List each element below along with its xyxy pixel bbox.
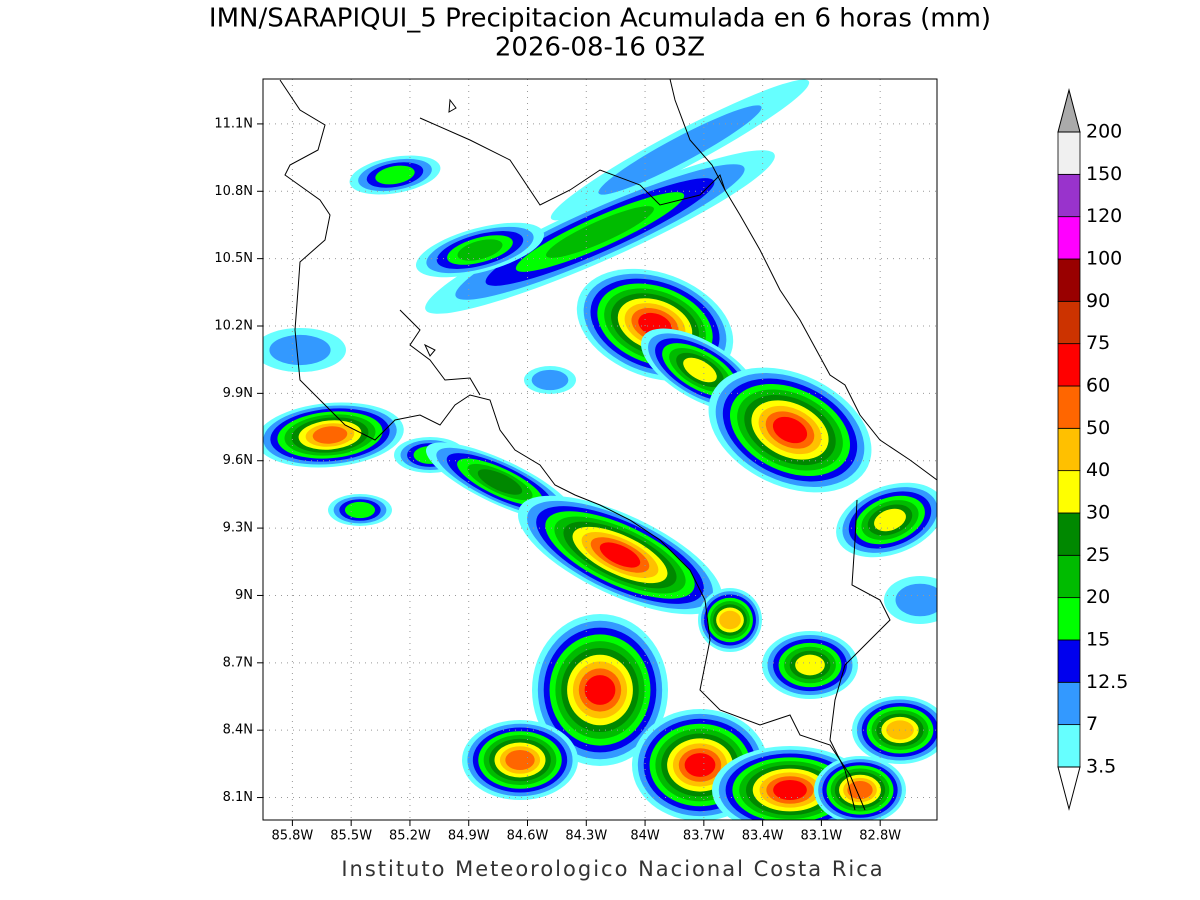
precip-contour (269, 334, 331, 366)
x-tick-label: 83.7W (683, 829, 725, 844)
colorbar-label: 100 (1086, 247, 1122, 269)
precip-contour (505, 750, 535, 770)
x-tick-label: 84.9W (448, 829, 490, 844)
colorbar-under (1057, 766, 1081, 811)
y-tick-label: 9.6N (223, 453, 253, 468)
x-tick-label: 82.8W (859, 829, 901, 844)
border (829, 499, 891, 811)
precip-contour (874, 508, 906, 532)
y-tick-label: 11.1N (214, 116, 253, 131)
y-tick-label: 10.5N (214, 251, 253, 266)
colorbar-label: 3.5 (1086, 755, 1116, 777)
border (419, 117, 726, 206)
coastline (399, 309, 481, 396)
x-tick-label: 84.3W (565, 829, 607, 844)
precip-contour (312, 426, 348, 444)
colorbar-segment (1057, 470, 1081, 514)
colorbar-label: 15 (1086, 628, 1110, 650)
coastlines (279, 79, 937, 811)
colorbar-segment (1057, 216, 1081, 260)
precip-contour (584, 675, 616, 705)
colorbar-label: 75 (1086, 332, 1110, 354)
x-tick-label: 83.4W (742, 829, 784, 844)
colorbar-segment (1057, 554, 1081, 599)
colorbar-segment (1057, 724, 1081, 768)
colorbar-label: 90 (1086, 290, 1110, 312)
precip-contour (795, 654, 825, 676)
title: IMN/SARAPIQUI_5 Precipitacion Acumulada … (209, 4, 991, 34)
y-tick-label: 9.3N (223, 521, 253, 536)
colorbar-segment (1057, 131, 1081, 175)
y-tick-label: 8.4N (223, 723, 253, 738)
colorbar-label: 150 (1086, 163, 1122, 185)
colorbar-label: 30 (1086, 501, 1110, 523)
precip-contour (531, 369, 569, 391)
x-tick-label: 85.8W (271, 829, 313, 844)
colorbar-segment (1057, 300, 1081, 345)
precip-contour (599, 542, 641, 568)
precip-contour (598, 105, 762, 195)
precip-contour (772, 416, 808, 444)
precip-contour (457, 239, 503, 261)
precip-contour (546, 206, 654, 258)
colorbar-label: 20 (1086, 586, 1110, 608)
colorbar-label: 7 (1086, 713, 1098, 735)
x-tick-label: 84.6W (507, 829, 549, 844)
grid (263, 79, 937, 820)
x-tick-label: 84W (630, 829, 660, 844)
precip-contour (344, 501, 376, 519)
colorbar-label: 60 (1086, 374, 1110, 396)
colorbar-segment (1057, 597, 1081, 641)
colorbar-label: 12.5 (1086, 671, 1128, 693)
coastline (669, 79, 937, 481)
precip-contour (895, 583, 937, 617)
colorbar-label: 40 (1086, 459, 1110, 481)
precip-contour (847, 781, 873, 799)
colorbar-segment (1057, 512, 1081, 556)
precip-contour (719, 610, 741, 630)
colorbar-label: 25 (1086, 544, 1110, 566)
y-tick-label: 9.9N (223, 386, 253, 401)
precipitation-field (263, 79, 937, 820)
colorbar-label: 50 (1086, 417, 1110, 439)
subtitle: 2026-08-16 03Z (495, 33, 705, 63)
colorbar-label: 200 (1086, 121, 1122, 143)
precip-contour (683, 357, 717, 383)
colorbar-segment (1057, 385, 1081, 429)
precip-contour (773, 779, 807, 801)
y-tick-label: 8.7N (223, 655, 253, 670)
y-tick-label: 9N (235, 588, 253, 603)
precip-contour (375, 165, 415, 185)
colorbar-label: 120 (1086, 205, 1122, 227)
colorbar-segment (1057, 343, 1081, 387)
y-tick-label: 10.2N (214, 319, 253, 334)
axis-ticks: 85.8W 85.5W 85.2W 84.9W 84.6W 84.3W 84W 83.7W 83… (214, 116, 901, 843)
colorbar-segment (1057, 173, 1081, 218)
y-tick-label: 8.1N (223, 790, 253, 805)
x-tick-label: 85.5W (330, 829, 372, 844)
map-frame (262, 78, 938, 821)
colorbar-over (1057, 88, 1081, 133)
precip-contour (477, 469, 523, 495)
x-tick-label: 83.1W (800, 829, 842, 844)
precip-contour (684, 753, 716, 777)
x-tick-label: 85.2W (389, 829, 431, 844)
coastline (279, 79, 866, 811)
colorbar-segment (1057, 427, 1081, 472)
colorbar: 3.5 7 12.5 15 20 25 30 40 50 60 75 90 100 120 150 200 (1057, 88, 1128, 811)
border (423, 98, 457, 357)
colorbar-segment (1057, 258, 1081, 302)
y-tick-label: 10.8N (214, 184, 253, 199)
footer: Instituto Meteorologico Nacional Costa R… (341, 857, 884, 881)
colorbar-segment (1057, 639, 1081, 683)
colorbar-segment (1057, 681, 1081, 726)
